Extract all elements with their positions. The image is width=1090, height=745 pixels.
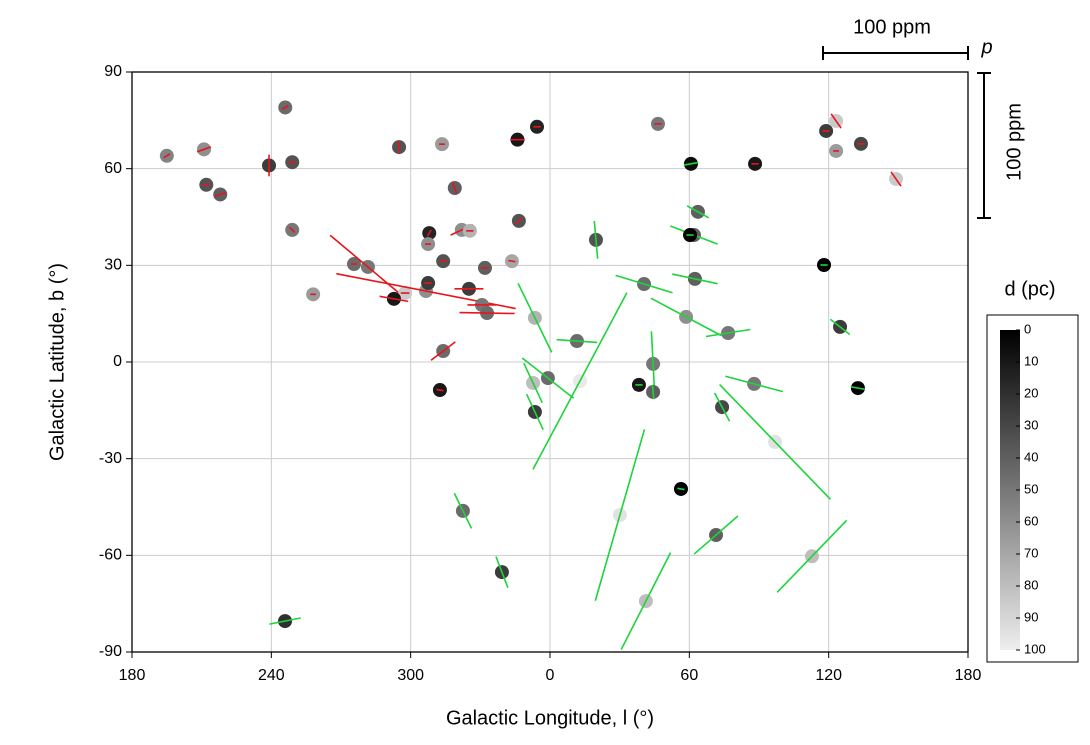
y-tick-label: -30 [99,450,122,467]
polarization-vector [523,362,543,403]
polarization-vector [379,295,409,303]
y-tick-label: -60 [99,547,122,564]
scale-label-v: 100 ppm [1003,103,1025,181]
colorbar-tick-label: 100 [1024,641,1046,656]
polarization-vector [436,388,444,392]
polarization-vector [719,383,831,500]
polarization-vector [452,182,458,194]
x-tick-label: 0 [546,667,555,684]
colorbar-tick-label: 0 [1024,321,1031,336]
polarization-vector [594,429,646,601]
polarization-vector [890,171,902,187]
x-axis-title: Galactic Longitude, l (°) [446,707,654,729]
polarization-vector [850,386,866,391]
x-tick-label: 300 [397,667,424,684]
y-axis-title: Galactic Latitude, b (°) [46,263,68,461]
colorbar-tick-label: 30 [1024,417,1038,432]
x-tick-label: 120 [815,667,842,684]
y-tick-label: 60 [104,160,122,177]
polarization-vector [459,311,515,315]
scale-label-h: 100 ppm [853,16,931,38]
polarization-vector [672,273,718,285]
polarization-vector [521,357,575,399]
polarization-vector [202,183,211,187]
polarization-vector [281,104,289,110]
polarization-vector [508,259,516,263]
polarization-vector [515,217,523,225]
polarization-vector [683,161,699,166]
polarization-vector [525,393,544,431]
polarization-vector [426,229,432,237]
polarization-vector [593,221,599,259]
polarization-vector [713,392,731,422]
colorbar-tick-label: 40 [1024,449,1038,464]
polarization-vector [495,556,509,588]
polarization-vector [693,515,739,555]
scale-symbol: p [980,36,992,58]
x-tick-label: 240 [258,667,285,684]
y-tick-label: 90 [104,63,122,80]
colorbar-title: d (pc) [1004,278,1055,300]
polarization-vector [725,375,784,393]
polarization-vector [289,226,296,234]
polarization-vector [650,297,722,337]
colorbar-tick-label: 10 [1024,353,1038,368]
polarization-vector [163,153,171,159]
colorbar-tick-label: 90 [1024,609,1038,624]
y-tick-label: -90 [99,643,122,660]
y-tick-label: 30 [104,257,122,274]
colorbar-tick-label: 70 [1024,545,1038,560]
polarization-vector [269,617,301,625]
scale-bars [822,46,991,219]
polarization-vector [620,552,672,650]
polarization-vector [556,338,598,344]
polarization-vector [196,146,212,153]
polarization-vector [214,191,226,198]
polarization-vector [686,205,710,219]
colorbar-tick-label: 50 [1024,481,1038,496]
polarization-vector [329,234,407,300]
y-tick-label: 0 [113,353,122,370]
polarization-vector [532,292,628,470]
polarization-vector [453,492,473,529]
plot-frame [131,71,969,653]
polarization-vector [677,487,685,491]
polarization-vector [615,274,673,294]
polarization-vector [517,282,553,353]
x-tick-label: 180 [955,667,982,684]
polarization-vector [430,341,456,361]
colorbar [1000,330,1020,650]
colorbar-tick-label: 60 [1024,513,1038,528]
polarization-vector [829,318,851,336]
colorbar-tick-label: 20 [1024,385,1038,400]
colorbar-tick-label: 80 [1024,577,1038,592]
polarization-vector [776,519,848,593]
x-tick-label: 180 [119,667,146,684]
marks [159,100,904,650]
polarization-vector [651,384,655,400]
polarization-vector [705,328,751,338]
polarization-vector [830,113,842,129]
x-tick-label: 60 [680,667,698,684]
